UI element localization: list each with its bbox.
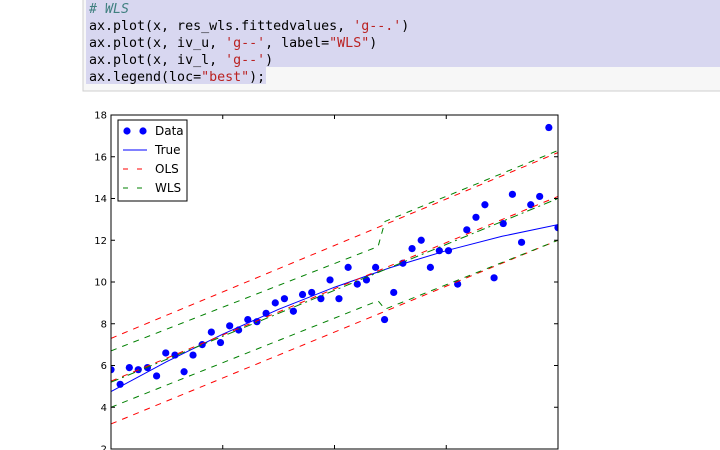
data-point <box>499 219 507 228</box>
data-point <box>353 280 361 288</box>
line <box>111 152 558 339</box>
line <box>111 239 558 408</box>
y-tick-label: 14 <box>94 194 107 205</box>
line <box>111 195 558 382</box>
data-point <box>463 226 471 234</box>
data-point <box>545 123 553 132</box>
data-point <box>344 263 352 271</box>
code-token: , label= <box>265 36 329 51</box>
data-point <box>554 224 558 232</box>
data-point <box>317 295 325 303</box>
code-line: ax.legend(loc="best"); <box>89 70 265 85</box>
data-point <box>226 322 234 330</box>
data-point <box>262 309 270 317</box>
y-tick-label: 4 <box>101 403 107 414</box>
data-point <box>472 213 480 221</box>
data-point <box>244 315 252 324</box>
data-point <box>527 201 535 209</box>
code-token: ax.plot(x, iv_l, <box>89 53 225 68</box>
data-point <box>180 368 188 376</box>
data-point <box>125 363 133 372</box>
code-token: 'g--' <box>225 53 265 68</box>
y-tick-label: 6 <box>101 361 107 372</box>
code-token: 'g--.' <box>353 19 401 34</box>
code-token: "WLS" <box>329 36 369 51</box>
line <box>111 224 558 393</box>
y-tick-label: 8 <box>101 319 107 330</box>
y-tick-label: 12 <box>94 236 107 247</box>
data-point <box>490 274 498 282</box>
selection <box>86 67 266 84</box>
code: # WLS ax.plot(x, res_wls.fittedvalues, 'g… <box>88 2 409 85</box>
y-tick-label: 16 <box>94 152 107 163</box>
code-line: ax.plot(x, iv_l, 'g--') <box>89 53 273 68</box>
data-point <box>162 349 170 357</box>
data-point <box>111 366 115 374</box>
code-token: # WLS <box>88 2 129 17</box>
data-point <box>280 295 289 303</box>
code-token: "best" <box>201 70 249 85</box>
chart: 2 4 6 8 10 12 14 16 18 Data True OLS WLS <box>94 111 559 450</box>
line <box>111 198 558 383</box>
y-tick-label: 18 <box>94 111 107 122</box>
line <box>111 239 558 425</box>
data-point <box>289 307 297 315</box>
data-point <box>271 299 279 307</box>
code-line: ax.plot(x, iv_u, 'g--', label="WLS") <box>89 36 377 51</box>
code-line: # WLS <box>88 2 129 17</box>
data-point <box>189 351 197 359</box>
data-point <box>536 192 544 201</box>
plot-area <box>111 123 558 425</box>
data-point <box>308 288 316 297</box>
code-token: 'g--' <box>225 36 265 51</box>
legend-marker <box>123 127 131 135</box>
code-token: ax.legend(loc= <box>89 70 201 85</box>
data-point <box>380 315 389 324</box>
legend-label: OLS <box>155 162 179 176</box>
data-point <box>517 238 526 246</box>
data-point <box>335 295 343 303</box>
legend-label: Data <box>155 124 184 138</box>
code-token: ax.plot(x, iv_u, <box>89 36 225 51</box>
data-point <box>426 263 434 271</box>
data-point <box>298 290 307 299</box>
y-tick-label: 2 <box>101 445 107 450</box>
data-point <box>216 338 225 347</box>
selection <box>86 0 720 67</box>
code-token: ) <box>369 36 377 51</box>
data-point <box>444 247 453 255</box>
legend-label: True <box>154 143 181 157</box>
data-point <box>408 245 416 253</box>
data-point <box>207 328 215 336</box>
legend-label: WLS <box>155 181 181 195</box>
code-line: ax.plot(x, res_wls.fittedvalues, 'g--.') <box>89 19 409 34</box>
data-point <box>152 372 161 380</box>
y-tick-label: 10 <box>94 278 107 289</box>
code-token: ) <box>401 19 409 34</box>
legend-marker <box>139 127 147 135</box>
data-point <box>481 201 489 209</box>
code-token: ); <box>249 70 265 85</box>
data-point <box>390 288 398 297</box>
data-point <box>508 190 517 198</box>
data-point <box>417 236 425 244</box>
code-token: ax.plot(x, res_wls.fittedvalues, <box>89 19 353 34</box>
code-token: ) <box>265 53 273 68</box>
data-point <box>372 263 380 271</box>
data-point <box>326 276 334 284</box>
